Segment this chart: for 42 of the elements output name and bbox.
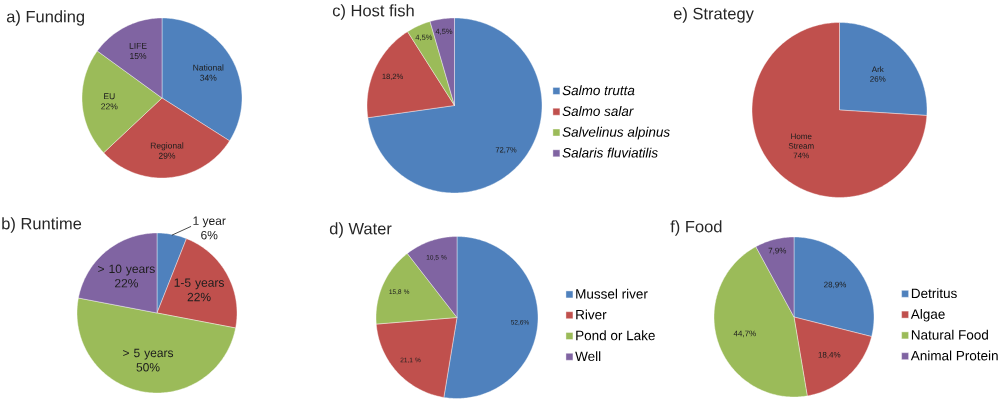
slice-label: LIFE: [129, 42, 147, 49]
legend-label: Animal Protein: [910, 350, 998, 361]
data-label: 18,4%: [818, 351, 841, 359]
slice-label: EU: [104, 93, 115, 100]
slice-label: 1 year: [193, 216, 226, 228]
data-label: 28,9%: [824, 281, 847, 289]
legend-label: Well: [575, 351, 601, 362]
data-label: 44,7%: [733, 330, 756, 338]
slice-label: Ark: [871, 66, 884, 73]
data-label: 22%: [114, 279, 138, 288]
legend-label: Salmo trutta: [562, 85, 635, 96]
chart-title: a) Funding: [6, 10, 84, 26]
slice-label: 1-5 years: [174, 278, 224, 290]
data-label: 7,9%: [768, 247, 787, 255]
data-label: 74%: [793, 152, 809, 159]
data-label: 50%: [136, 363, 160, 372]
legend-label: Pond or Lake: [576, 330, 655, 341]
chart-title: d) Water: [329, 222, 392, 238]
slice-label: Home Stream: [788, 133, 814, 149]
data-label: 34%: [200, 74, 217, 81]
slice-label: National: [193, 64, 224, 71]
legend-label: Salvelinus alpinus: [562, 126, 670, 140]
chart-title: b) Runtime: [2, 217, 82, 233]
data-label: 29%: [158, 152, 176, 159]
legend-label: Salmo salar: [562, 106, 634, 116]
data-label: 6%: [201, 230, 218, 240]
legend-label: Detritus: [911, 288, 957, 299]
legend-label: Natural Food: [911, 329, 988, 340]
slice-label: > 10 years: [98, 264, 155, 276]
legend-label: Mussel river: [576, 288, 648, 299]
chart-title: f) Food: [670, 220, 722, 236]
legend-label: Algae: [910, 308, 945, 322]
legend-label: River: [576, 309, 607, 320]
data-label: 15%: [130, 53, 147, 60]
data-label: 22%: [187, 292, 211, 302]
chart-title: c) Host fish: [332, 4, 414, 20]
slice-label: > 5 years: [123, 348, 174, 360]
data-label: 22%: [101, 103, 118, 110]
data-label: 26%: [870, 76, 886, 82]
slice-label: Regional: [150, 142, 184, 151]
chart-title: e) Strategy: [673, 7, 754, 23]
legend-label: Salaris fluviatilis: [562, 147, 658, 158]
